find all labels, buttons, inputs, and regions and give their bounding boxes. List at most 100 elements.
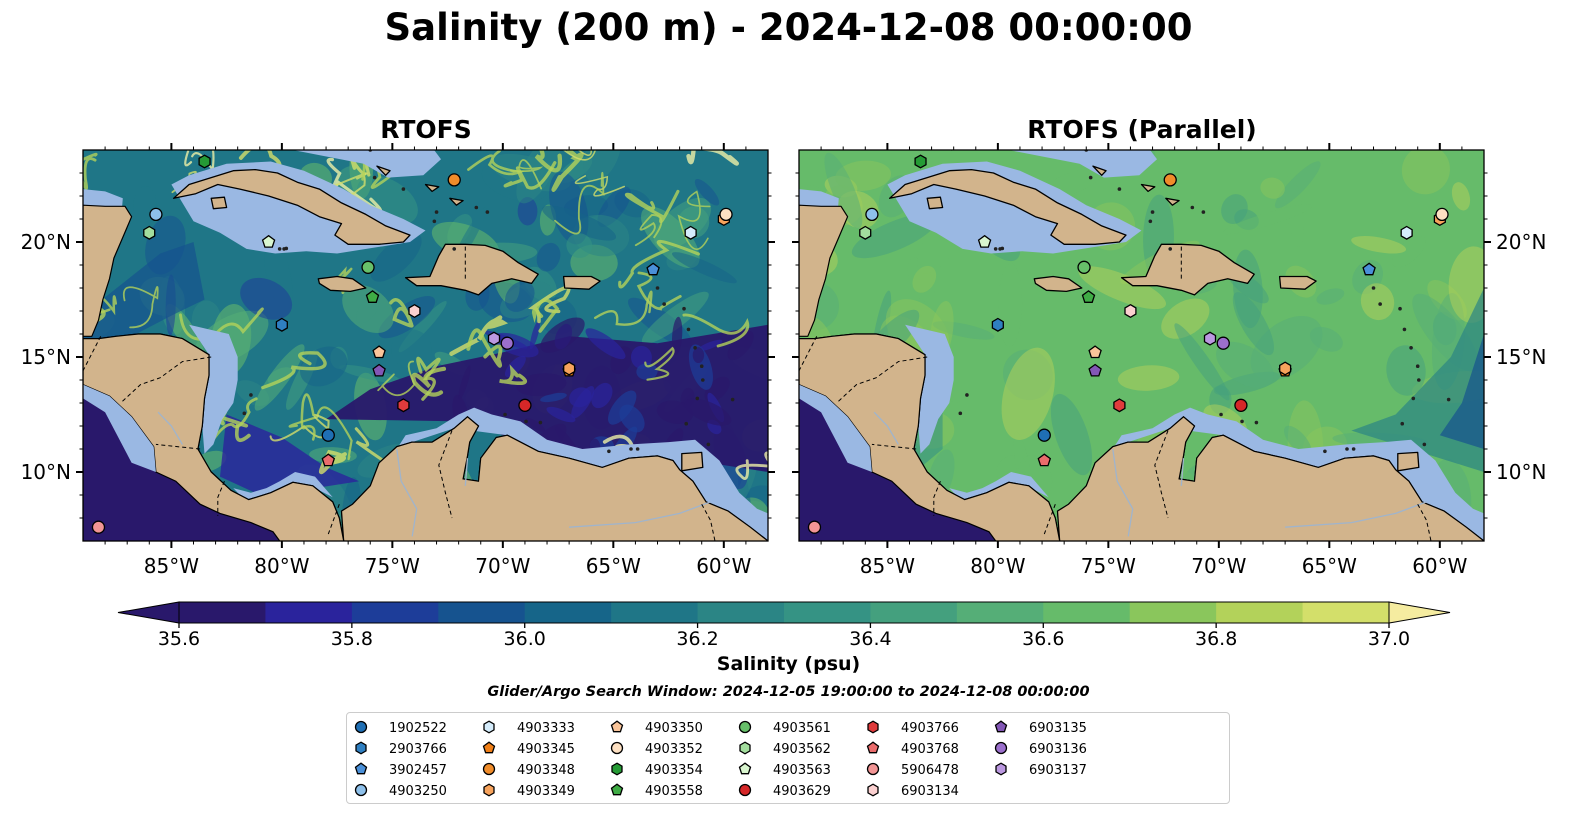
legend-label: 4903766 (901, 721, 959, 736)
colorbar-tick-label: 36.0 (504, 628, 546, 650)
land (83, 204, 133, 337)
platform-marker-4903352 (719, 207, 733, 222)
legend-marker (354, 783, 368, 797)
legend-entry-3902457: 3902457 (354, 762, 447, 778)
platform-marker-4903352 (1435, 207, 1449, 222)
island (404, 243, 539, 296)
legend-entry-4903349: 4903349 (483, 783, 575, 799)
x-tick-label: 65°W (1302, 554, 1357, 578)
legend-label: 5906478 (901, 763, 959, 778)
platform-marker-3902457 (646, 262, 660, 276)
platform-marker-4903354 (198, 154, 211, 169)
island (449, 197, 464, 206)
figure-title: Salinity (200 m) - 2024-12-08 00:00:00 (384, 6, 1193, 49)
y-tick-label: 20°N (21, 230, 71, 254)
platform-marker-4903250 (149, 207, 163, 222)
legend-marker (610, 741, 624, 755)
platform-marker-6903135 (1088, 363, 1102, 377)
x-tick-label: 70°W (475, 554, 530, 578)
legend-entry-4903561: 4903561 (738, 720, 831, 736)
platform-marker-4903558 (365, 290, 380, 303)
colorbar-segment (438, 602, 526, 623)
island (1140, 183, 1156, 193)
legend-entry-4903766: 4903766 (867, 720, 959, 736)
platform-marker-4903561 (361, 260, 375, 274)
island (562, 275, 601, 290)
land (950, 150, 957, 151)
y-tick-label: 10°N (21, 460, 71, 484)
legend-entry-6903135: 6903135 (994, 720, 1087, 736)
platform-marker-3902457 (1362, 262, 1376, 276)
legend-entry-4903354: 4903354 (611, 762, 703, 778)
x-tick-label: 65°W (586, 554, 641, 578)
platform-marker-6903134 (408, 303, 421, 319)
island (1397, 451, 1420, 472)
x-tick-label: 60°W (696, 554, 751, 578)
colorbar-segment (956, 602, 1044, 623)
colorbar-segment (1043, 602, 1131, 623)
search-window-text: Glider/Argo Search Window: 2024-12-05 19… (487, 684, 1090, 700)
legend-label: 4903349 (517, 784, 575, 799)
platform-marker-4903348 (447, 173, 461, 187)
platform-marker-4903766 (1113, 398, 1126, 413)
platform-markers (807, 154, 1449, 534)
colorbar-segment (1216, 602, 1304, 623)
legend-label: 4903562 (773, 742, 831, 757)
legend-entry-6903136: 6903136 (994, 741, 1087, 757)
legend-label: 4903352 (645, 742, 703, 757)
legend-marker (611, 762, 623, 776)
legend-entry-6903137: 6903137 (995, 762, 1087, 778)
legend-entry-5906478: 5906478 (866, 762, 959, 778)
platform-markers (91, 154, 733, 534)
platform-marker-4903562 (143, 225, 156, 240)
platform-marker-4903563 (977, 234, 992, 248)
legend-marker (866, 741, 880, 754)
platform-marker-2903766 (275, 317, 288, 332)
platform-marker-6903137 (487, 331, 501, 346)
legend-entry-4903768: 4903768 (866, 741, 959, 757)
colorbar-under-arrow (117, 601, 180, 624)
island (1165, 197, 1180, 206)
legend-entry-4903563: 4903563 (738, 762, 831, 778)
island (1033, 275, 1083, 293)
platform-marker-6903134 (1124, 303, 1137, 319)
panel-title-rtofs: RTOFS (380, 115, 472, 144)
panel-title-rtofs-parallel: RTOFS (Parallel) (1027, 115, 1257, 144)
platform-marker-4903563 (261, 234, 276, 248)
legend-label: 6903135 (1029, 721, 1087, 736)
map-content (799, 150, 1484, 541)
colorbar-segment (611, 602, 699, 623)
island (172, 168, 411, 245)
island (926, 196, 944, 210)
legend-marker (355, 741, 367, 755)
colorbar-tick-label: 36.4 (849, 628, 891, 650)
colorbar-tick-label: 36.2 (676, 628, 718, 650)
legend-marker (994, 741, 1008, 755)
platform-marker-4903250 (865, 207, 879, 222)
legend-label: 4903350 (645, 721, 703, 736)
legend-entry-4903348: 4903348 (482, 762, 575, 778)
y-tick-label: 20°N (1496, 230, 1546, 254)
map-panel-rtofs-parallel: 85°W 80°W 75°W 70°W 65°W 60°W 10°N 15°N 20°N (792, 143, 1546, 578)
platform-marker-6903136 (500, 336, 514, 350)
legend-marker (739, 741, 751, 755)
colorbar-segment (870, 602, 958, 623)
colorbar-segment (179, 602, 266, 623)
platform-marker-4903349 (1279, 361, 1292, 376)
platform-marker-4903350 (1088, 345, 1102, 359)
colorbar-segment (697, 602, 785, 623)
colorbar-segment (265, 602, 353, 623)
platform-marker-4903348 (1163, 173, 1177, 187)
map-content (83, 150, 768, 541)
colorbar-label: Salinity (psu) (716, 653, 861, 675)
legend-entry-1902522: 1902522 (354, 720, 447, 736)
island (210, 196, 228, 210)
legend-entry-4903333: 4903333 (483, 720, 575, 736)
island (424, 183, 440, 193)
legend-marker (738, 720, 752, 734)
legend-marker (738, 762, 752, 775)
colorbar-over-arrow (1388, 601, 1451, 624)
legend-label: 4903333 (517, 721, 575, 736)
legend-label: 1902522 (389, 721, 447, 736)
platform-marker-6903136 (1216, 336, 1230, 350)
